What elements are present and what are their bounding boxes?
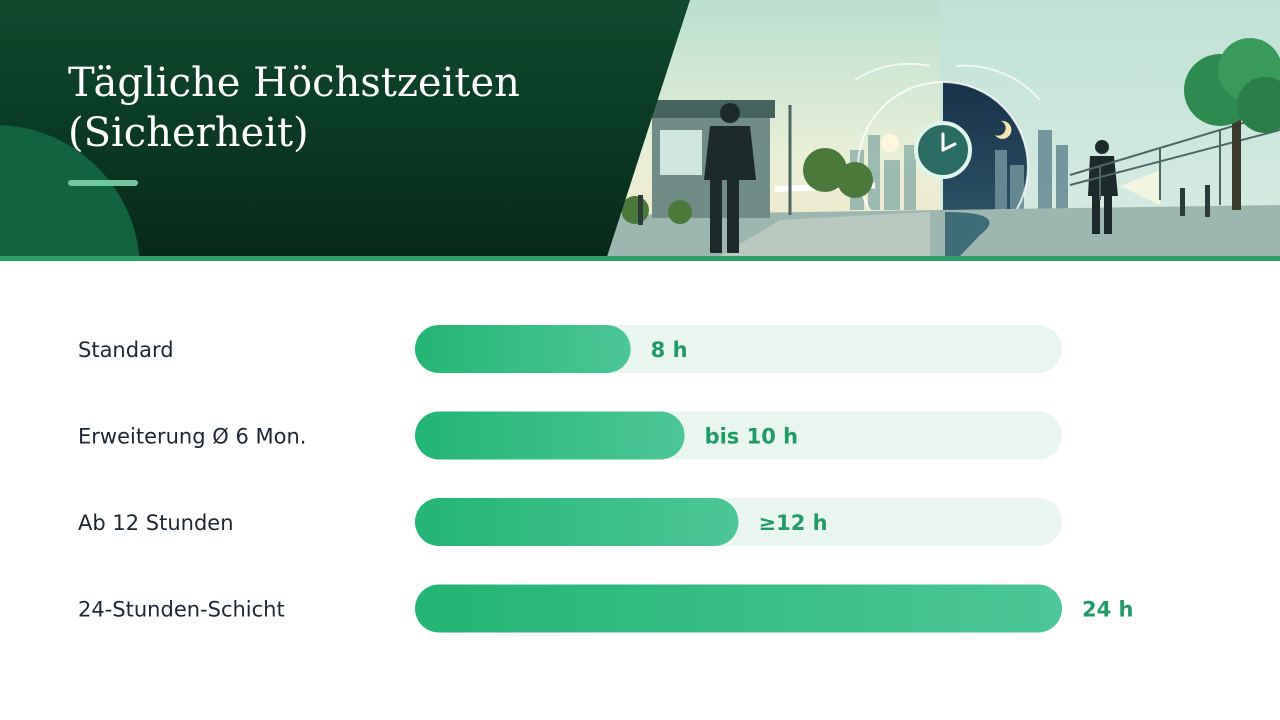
category-label: Erweiterung Ø 6 Mon. [78,425,306,449]
title-panel: Tägliche Höchstzeiten (Sicherheit) [0,0,690,256]
page-title-line-2: (Sicherheit) [68,110,309,156]
bar [415,498,739,546]
moon-icon [995,120,1012,139]
header-divider [0,256,1280,261]
value-label: 24 h [1082,598,1134,622]
value-label: 8 h [651,338,688,362]
bar [415,584,1062,633]
security-guard-icon [704,103,756,253]
tree-icon [1184,38,1280,210]
title-underline [68,180,138,186]
page-title-line-1: Tägliche Höchstzeiten [68,60,520,106]
category-label: Standard [78,338,174,362]
bar [415,411,685,460]
security-illustration [600,0,1280,256]
sun-icon [881,134,899,152]
category-label: Ab 12 Stunden [78,511,234,535]
clock-icon [914,121,972,179]
category-label: 24-Stunden-Schicht [78,598,285,622]
value-label: ≥12 h [759,511,828,535]
page-title: Tägliche Höchstzeiten (Sicherheit) [68,58,628,158]
header-banner: Tägliche Höchstzeiten (Sicherheit) [0,0,1280,256]
bar [415,325,631,373]
value-label: bis 10 h [705,425,799,449]
duration-bar-chart: Standard 8 h Erweiterung Ø 6 Mon. bis 10 h A… [78,325,1134,633]
